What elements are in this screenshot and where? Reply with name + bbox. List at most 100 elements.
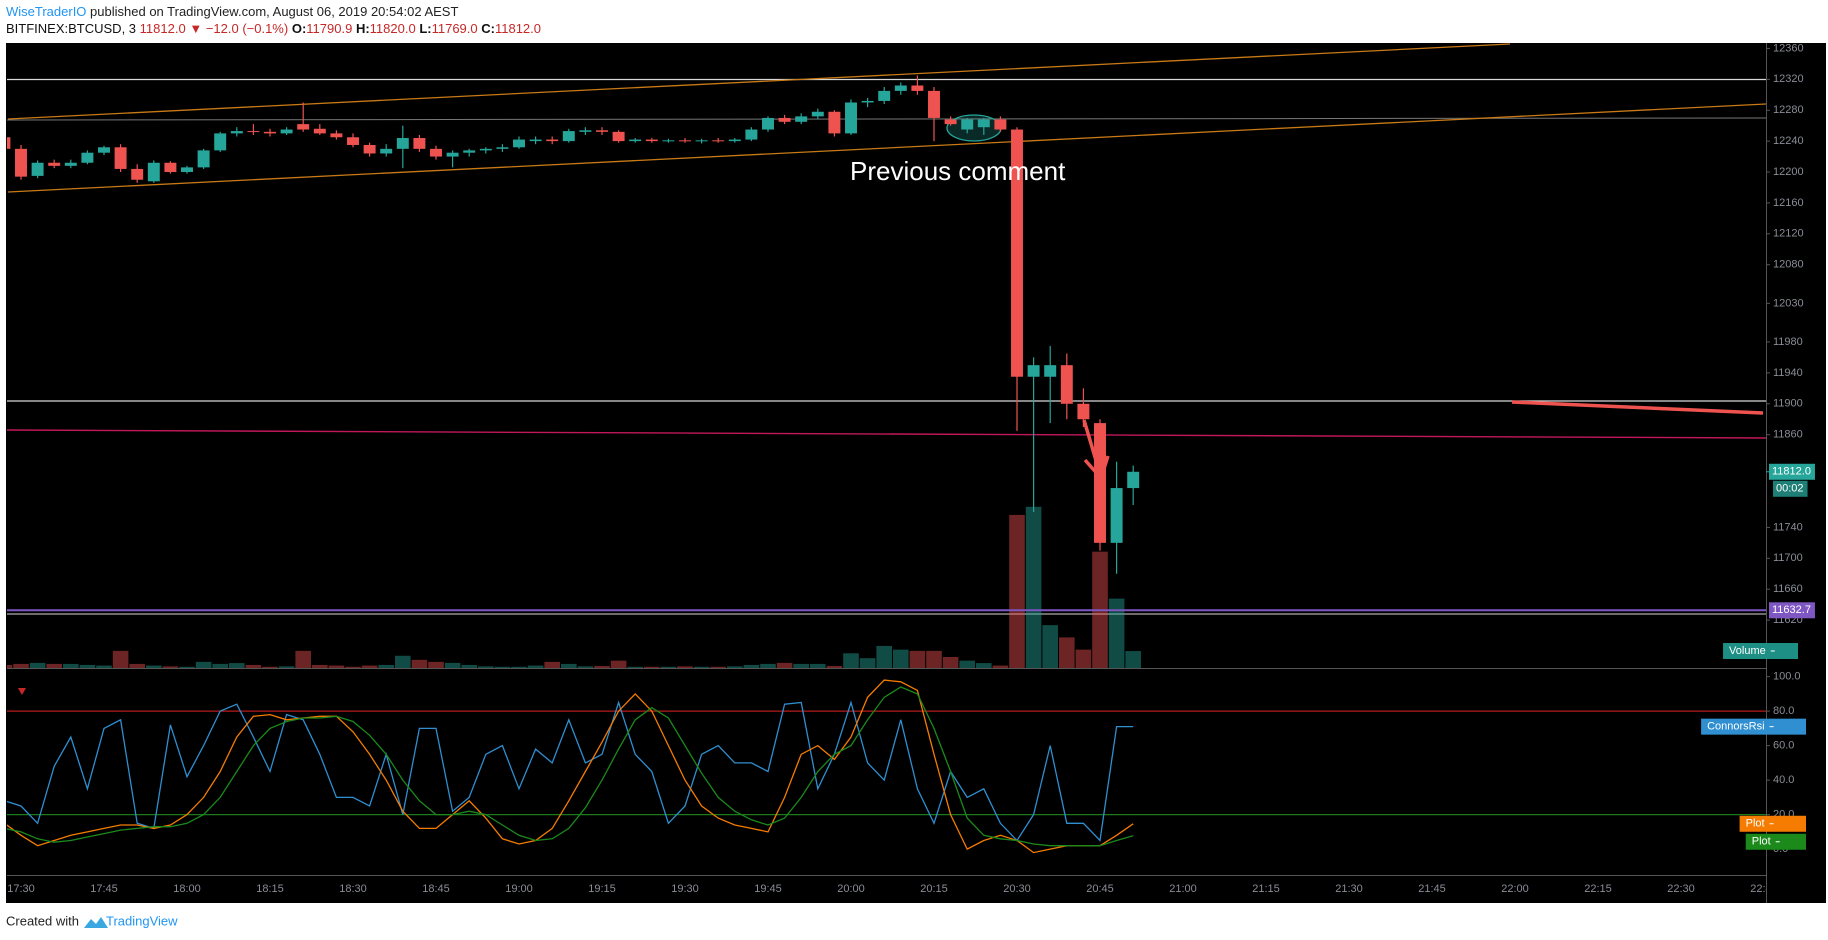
x-tick-label: 21:30 [1335,883,1363,895]
x-tick-label: 21:15 [1252,883,1280,895]
candle-body [396,138,409,149]
candle-body [430,148,442,157]
candle-body [845,102,857,134]
candle-body [529,139,542,142]
x-tick-label: 21:45 [1418,883,1446,895]
candle-body [347,137,359,145]
publish-line: WiseTraderIO published on TradingView.co… [6,4,458,19]
volume-name: Volume [1729,645,1766,657]
volume-bar [660,666,677,668]
volume-bar [627,666,643,668]
candle-body [181,167,193,173]
volume-bar [876,645,892,668]
volume-bar [1009,514,1025,668]
candle-body [98,147,110,153]
legend-name: ConnorsRsi [1707,721,1764,733]
o: 11790.9 [306,21,352,36]
volume-bar [793,663,809,668]
volume-bar [893,649,909,668]
volume-bar [1075,649,1092,668]
candle-body [745,129,758,140]
h: 11820.0 [370,21,416,36]
indicator-line [7,679,1134,854]
footer-brand[interactable]: TradingView [106,913,178,928]
candle-body [762,117,774,130]
volume-bar [478,666,494,668]
candle-body [313,128,326,134]
x-tick-label: 19:45 [754,883,782,895]
volume-bar [461,664,477,668]
x-tick-label: 22:30 [1667,883,1695,895]
l-label: L: [419,21,431,36]
candle-body [330,133,343,138]
rsi-pane [7,679,1766,854]
candle-body [928,90,940,118]
indicator-marker [18,688,26,695]
y-tick-label: 12320 [1773,73,1804,85]
volume-bar [345,666,361,668]
legend-name: Plot [1746,818,1765,830]
candle-body [280,129,293,134]
x-tick-label: 22:15 [1584,883,1612,895]
candle-body [31,162,44,176]
volume-bar [544,661,560,668]
countdown-label-text: 00:02 [1776,483,1804,495]
volume-bar [378,664,394,668]
volume-bar [328,665,345,668]
x-tick-label: 18:45 [422,883,450,895]
volume-bar [511,666,527,668]
candle-body [247,131,260,133]
x-tick-label: 19:15 [588,883,616,895]
candle-body [795,116,808,122]
candle-body [197,150,210,168]
x-tick-label: 22:00 [1501,883,1529,895]
hline-label-text: 11632.7 [1772,604,1811,616]
volume-bar [46,663,62,668]
y-tick-label: 40.0 [1773,774,1794,786]
x-tick-label: 18:00 [173,883,201,895]
y-tick-label: 11940 [1773,367,1803,379]
y-tick-label: 11700 [1773,552,1803,564]
candle-body [712,140,725,142]
volume-bar [992,665,1009,668]
x-tick-label: 20:00 [837,883,865,895]
volume-bar [195,661,212,668]
price-pane [7,75,1766,668]
volume-bar [262,666,278,668]
volume-bar [727,666,743,668]
x-tick-label: 20:30 [1003,883,1031,895]
volume-bar [693,666,710,668]
y-tick-label: 12200 [1773,166,1804,178]
legend-name: Plot [1752,836,1771,848]
y-tick-label: 11660 [1773,583,1803,595]
y-tick-label: 12280 [1773,104,1804,116]
volume-bar [1108,598,1125,668]
volume-bar [776,662,793,668]
candle-body [1027,365,1040,377]
candle-body [728,139,741,142]
volume-bar [278,666,295,668]
candle-body [214,133,227,151]
author[interactable]: WiseTraderIO [6,4,86,19]
volume-bar [959,660,975,668]
volume-bar [29,662,46,668]
countdown-label [1773,480,1808,497]
candle-body [479,148,492,151]
x-tick-label: 21:00 [1169,883,1197,895]
candle-body [911,85,924,91]
candle-body [1011,129,1023,377]
volume-bar [976,663,992,668]
symbol: BITFINEX:BTCUSD, 3 [6,21,136,36]
y-tick-label: 12030 [1773,297,1804,309]
volume-bar [1042,625,1058,668]
y-tick-label: 12080 [1773,259,1804,271]
annotation: Previous comment [850,156,1066,186]
candle-body [894,85,907,91]
volume-bar [859,658,876,668]
volume-bar [677,666,693,668]
volume-bar [146,665,162,668]
ellipse [946,114,1002,142]
arrow: ▼ [189,21,202,36]
volume-bar [79,664,96,668]
